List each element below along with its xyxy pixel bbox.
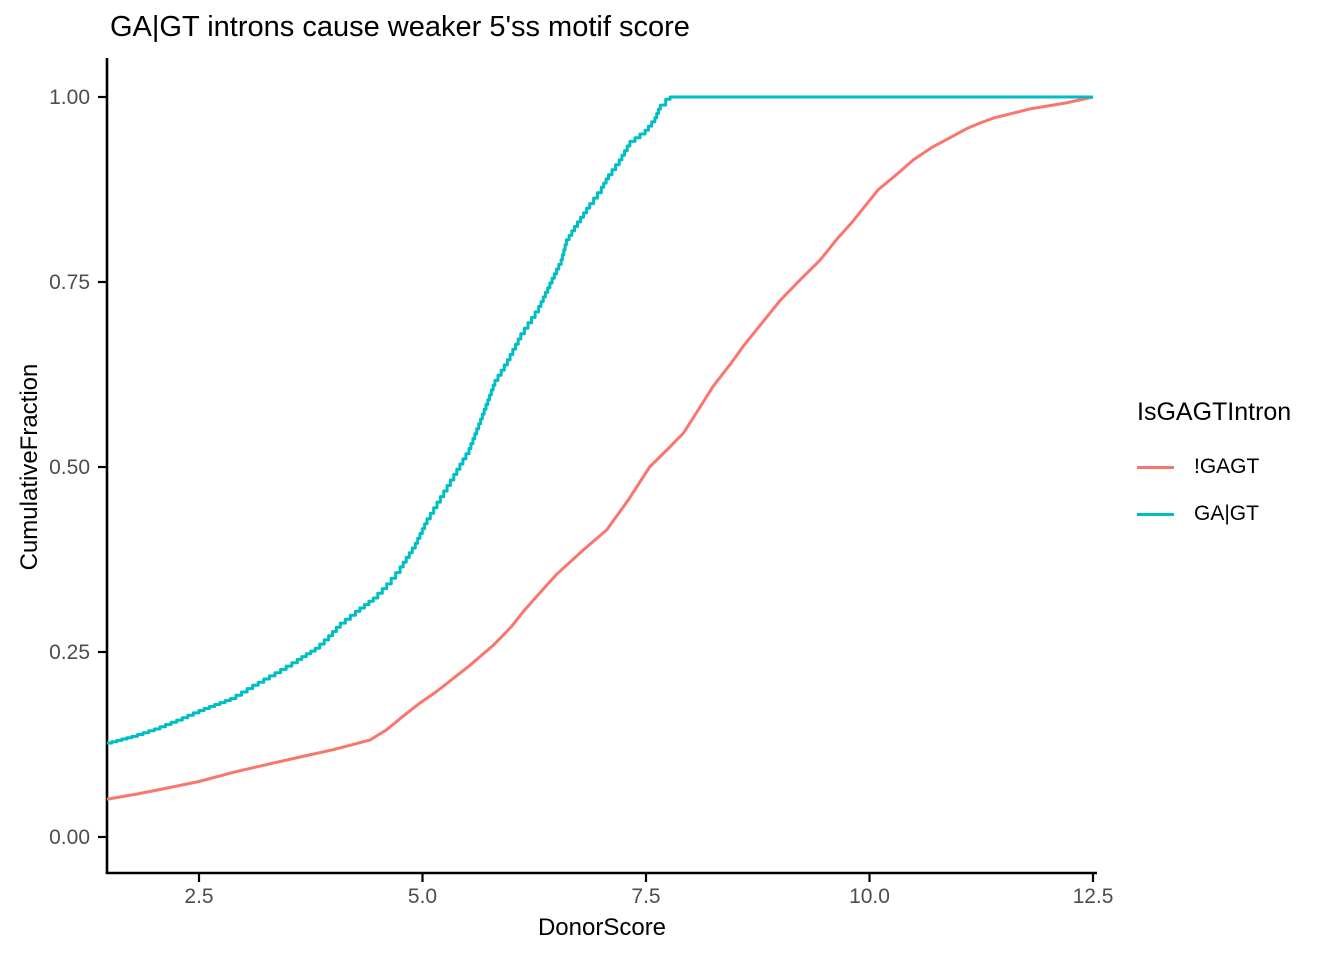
x-tick-label: 2.5 [184,885,213,908]
legend-entry-gagt: GA|GT [1137,500,1337,528]
plot-title: GA|GT introns cause weaker 5'ss motif sc… [110,11,690,43]
legend-key-line-gagt [1137,512,1174,516]
x-tick-label: 5.0 [408,885,437,908]
legend-entry-not-gagt: !GAGT [1137,453,1337,481]
x-tick-label: 12.5 [1073,885,1114,908]
x-axis-title: DonorScore [537,914,667,941]
y-tick-label: 0.25 [49,641,90,664]
legend-label-not-gagt: !GAGT [1194,455,1260,478]
legend-key-line-not-gagt [1137,465,1174,469]
y-tick-label: 1.00 [49,86,90,109]
x-tick-label: 7.5 [631,885,660,908]
legend-title: IsGAGTIntron [1137,398,1292,426]
ecdf-curve-gagt [106,95,1094,801]
legend: IsGAGTIntron !GAGT GA|GT [1137,398,1337,547]
y-axis-title: CumulativeFraction [16,363,43,571]
y-tick-label: 0.75 [49,271,90,294]
ecdf-curve-gagt [106,95,1093,745]
y-tick-label: 0.50 [49,456,90,479]
legend-label-gagt: GA|GT [1194,502,1259,525]
x-tick-label: 10.0 [849,885,890,908]
y-tick-label: 0.00 [49,826,90,849]
